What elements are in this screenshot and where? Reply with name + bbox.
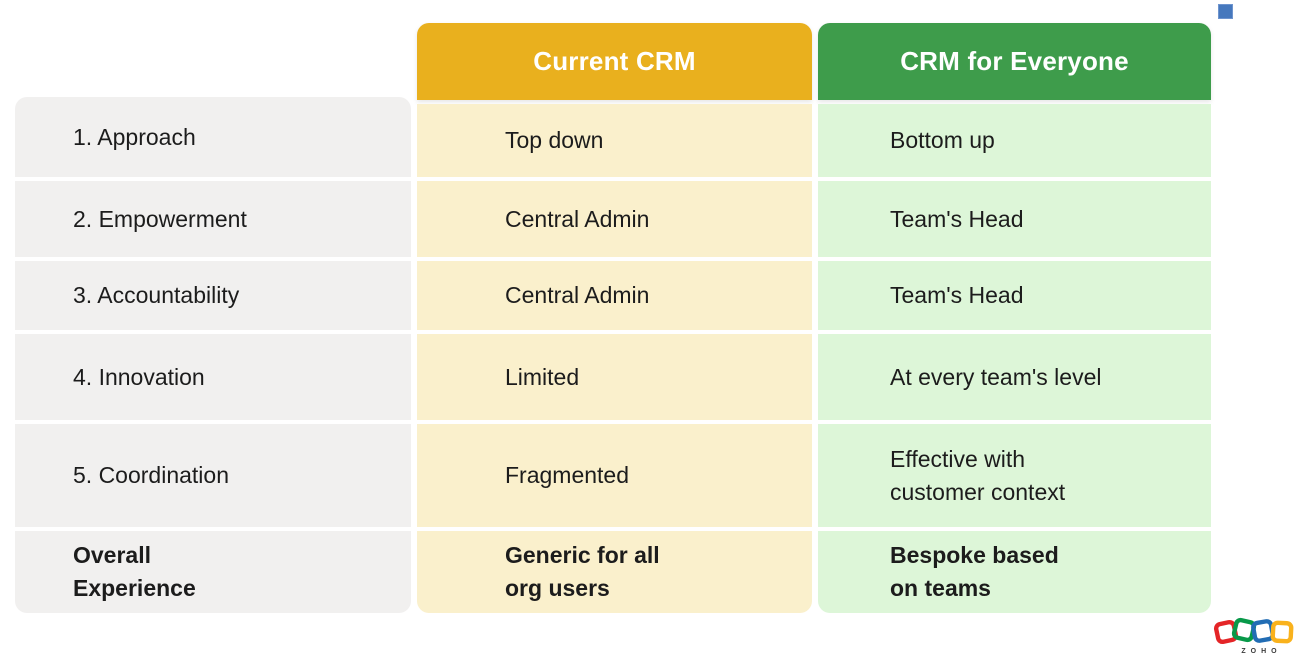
row-label-innovation: 4. Innovation [15, 334, 411, 420]
current-crm-overall-cell: Generic for all org users [417, 531, 812, 613]
zoho-square-blue [1251, 619, 1275, 643]
current-crm-accountability-cell: Central Admin [417, 261, 812, 330]
current-crm-approach-cell: Top down [417, 104, 812, 177]
zoho-square-yellow [1270, 620, 1294, 644]
current-crm-empowerment-cell: Central Admin [417, 181, 812, 257]
zoho-logo: ZOHO [1210, 612, 1308, 655]
everyone-approach-cell: Bottom up [818, 104, 1211, 177]
row-labels-column: 1. Approach 2. Empowerment 3. Accountabi… [15, 97, 411, 613]
row-label-accountability: 3. Accountability [15, 261, 411, 330]
blue-square-decoration [1218, 4, 1233, 19]
row-label-empowerment: 2. Empowerment [15, 181, 411, 257]
current-crm-column: Current CRM Top down Central Admin Centr… [417, 23, 812, 613]
crm-for-everyone-header: CRM for Everyone [818, 23, 1211, 100]
everyone-empowerment-cell: Team's Head [818, 181, 1211, 257]
row-label-approach: 1. Approach [15, 97, 411, 177]
everyone-innovation-cell: At every team's level [818, 334, 1211, 420]
current-crm-innovation-cell: Limited [417, 334, 812, 420]
zoho-wordmark: ZOHO [1241, 648, 1282, 655]
crm-for-everyone-column: CRM for Everyone Bottom up Team's Head T… [818, 23, 1211, 613]
row-label-coordination: 5. Coordination [15, 424, 411, 527]
current-crm-header: Current CRM [417, 23, 812, 100]
zoho-squares-icon [1213, 617, 1294, 645]
everyone-overall-cell: Bespoke based on teams [818, 531, 1211, 613]
row-label-overall-experience: Overall Experience [15, 531, 411, 613]
everyone-accountability-cell: Team's Head [818, 261, 1211, 330]
current-crm-coordination-cell: Fragmented [417, 424, 812, 527]
everyone-coordination-cell: Effective with customer context [818, 424, 1211, 527]
